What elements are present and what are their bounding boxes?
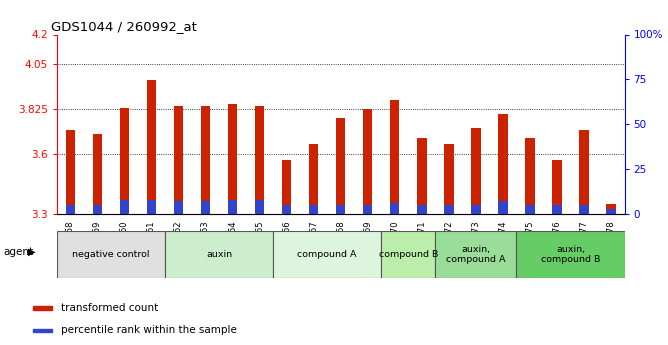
Bar: [381, 231, 436, 278]
Bar: [363, 109, 373, 214]
Bar: [552, 205, 562, 214]
Text: compound A: compound A: [297, 250, 357, 259]
Bar: [33, 328, 52, 332]
Bar: [120, 199, 129, 214]
Bar: [552, 160, 562, 214]
Bar: [516, 231, 625, 278]
Text: GDS1044 / 260992_at: GDS1044 / 260992_at: [51, 20, 197, 33]
Bar: [444, 144, 454, 214]
Bar: [165, 231, 273, 278]
Bar: [436, 231, 516, 278]
Bar: [607, 208, 616, 214]
Text: auxin,
compound B: auxin, compound B: [541, 245, 600, 264]
Text: auxin,
compound A: auxin, compound A: [446, 245, 506, 264]
Bar: [336, 205, 345, 214]
Bar: [228, 104, 237, 214]
Bar: [498, 201, 508, 214]
Text: negative control: negative control: [72, 250, 150, 259]
Bar: [282, 205, 291, 214]
Bar: [201, 201, 210, 214]
Bar: [498, 114, 508, 214]
Bar: [471, 205, 480, 214]
Bar: [57, 231, 165, 278]
Bar: [282, 160, 291, 214]
Bar: [417, 205, 427, 214]
Bar: [390, 203, 399, 214]
Text: auxin: auxin: [206, 250, 232, 259]
Bar: [336, 118, 345, 214]
Bar: [309, 205, 319, 214]
Bar: [471, 128, 480, 214]
Bar: [120, 108, 129, 214]
Bar: [444, 205, 454, 214]
Bar: [93, 205, 102, 214]
Bar: [607, 204, 616, 214]
Bar: [228, 199, 237, 214]
Text: agent: agent: [3, 247, 33, 257]
Bar: [147, 199, 156, 214]
Bar: [201, 106, 210, 214]
Bar: [309, 144, 319, 214]
Bar: [390, 100, 399, 214]
Bar: [273, 231, 381, 278]
Text: compound B: compound B: [379, 250, 438, 259]
Bar: [65, 205, 75, 214]
Bar: [579, 130, 589, 214]
Bar: [147, 80, 156, 214]
Bar: [93, 134, 102, 214]
Bar: [363, 205, 373, 214]
Bar: [33, 306, 52, 310]
Text: percentile rank within the sample: percentile rank within the sample: [61, 325, 237, 335]
Text: transformed count: transformed count: [61, 303, 159, 313]
Bar: [65, 130, 75, 214]
Bar: [255, 199, 265, 214]
Bar: [525, 205, 534, 214]
Bar: [525, 138, 534, 214]
Bar: [417, 138, 427, 214]
Bar: [174, 106, 183, 214]
Text: ▶: ▶: [28, 247, 35, 257]
Bar: [579, 205, 589, 214]
Bar: [174, 201, 183, 214]
Bar: [255, 106, 265, 214]
